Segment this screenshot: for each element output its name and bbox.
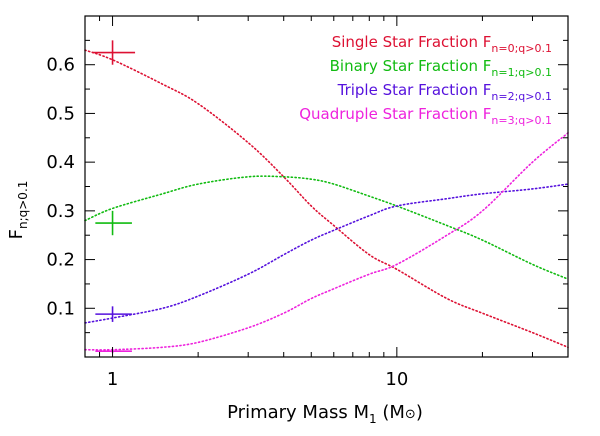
series-layer [84,49,569,351]
series-line-3 [84,132,569,351]
y-axis-title: Fn;q>0.1 [6,181,30,240]
axes: 0.1 0.2 0.3 0.4 0.5 0.6 1 10 [46,15,569,390]
x-tick-label: 10 [385,369,408,390]
x-axis-title: Primary Mass M1 (M⊙) [227,402,423,426]
legend-entry-0: Single Star Fraction Fn=0;q>0.1 [332,33,552,55]
series-line-1 [84,175,569,280]
y-tick-label: 0.3 [46,201,75,222]
legend-entry-3: Quadruple Star Fraction Fn=3;q>0.1 [299,105,552,127]
series-line-0 [84,49,569,349]
y-tick-label: 0.2 [46,250,75,271]
y-tick-label: 0.6 [46,55,75,76]
x-tick-label: 1 [107,369,118,390]
y-tick-label: 0.4 [46,152,75,173]
observation-points [92,40,136,354]
obs-point-1 [95,210,132,236]
obs-point-2 [95,306,132,322]
y-tick-label: 0.5 [46,103,75,124]
y-tick-label: 0.1 [46,298,75,319]
obs-point-0 [92,40,136,65]
series-line-2 [84,183,569,324]
legend-entry-2: Triple Star Fraction Fn=2;q>0.1 [337,81,552,103]
legend-entry-1: Binary Star Fraction Fn=1;q>0.1 [330,57,552,79]
